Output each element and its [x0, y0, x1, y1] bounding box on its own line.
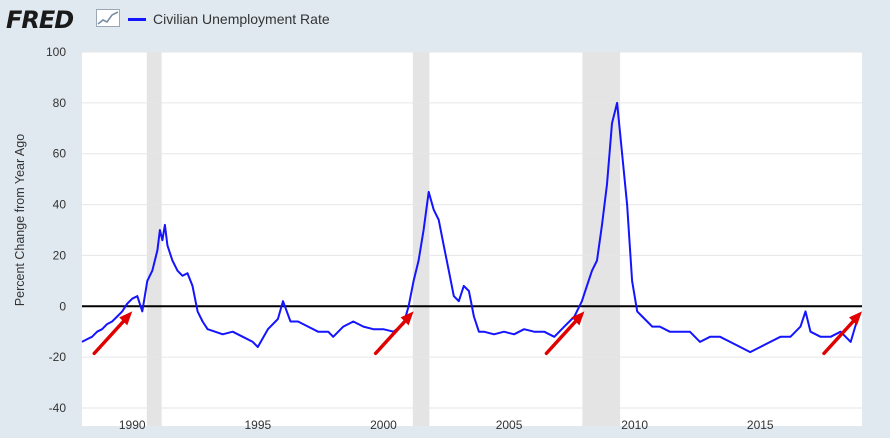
- arrow-shaft: [822, 317, 857, 356]
- x-tick-label: 2000: [370, 418, 397, 432]
- plot-area: [82, 52, 862, 426]
- red-arrow-annotation: [92, 311, 133, 356]
- y-axis-title: Percent Change from Year Ago: [13, 134, 27, 306]
- legend-label: Civilian Unemployment Rate: [153, 11, 330, 27]
- x-tick-label: 2010: [621, 418, 648, 432]
- recession-shading-group: [146, 52, 621, 426]
- annotation-arrows: [92, 311, 862, 356]
- arrow-head: [119, 311, 133, 326]
- x-axis-ticks: 1990 1995 2000 2005 2010 2015: [119, 418, 774, 432]
- recession-band: [146, 52, 162, 426]
- x-tick-label: 2005: [496, 418, 523, 432]
- y-axis-ticks: -40 -20 0 20 40 60 80 100: [46, 45, 66, 415]
- arrow-shaft: [92, 317, 127, 356]
- arrow-head: [400, 311, 414, 326]
- fred-logo-chart-icon: [96, 9, 120, 27]
- y-tick-label: 20: [53, 248, 67, 262]
- series-line-unemployment-rate: [81, 101, 860, 354]
- y-tick-label: 40: [53, 198, 67, 212]
- recession-band: [582, 52, 621, 426]
- y-tick-label: 0: [59, 299, 66, 313]
- y-tick-label: -40: [49, 401, 67, 415]
- red-arrow-annotation: [822, 311, 862, 356]
- arrow-shaft: [373, 317, 409, 356]
- x-tick-label: 2015: [747, 418, 774, 432]
- red-arrow-annotation: [373, 311, 414, 356]
- x-tick-label: 1995: [244, 418, 271, 432]
- y-tick-label: 60: [53, 147, 67, 161]
- y-tick-label: 80: [53, 96, 67, 110]
- y-tick-label: -20: [49, 350, 67, 364]
- x-tick-label: 1990: [119, 418, 146, 432]
- chart-legend: Civilian Unemployment Rate: [128, 11, 330, 27]
- arrow-shaft: [544, 317, 580, 356]
- chart-header: FRED Civilian Unemployment Rate: [0, 0, 890, 40]
- fred-logo[interactable]: FRED: [6, 6, 74, 34]
- arrow-head: [571, 311, 585, 326]
- y-tick-label: 100: [46, 45, 66, 59]
- red-arrow-annotation: [544, 311, 585, 356]
- legend-swatch: [128, 17, 146, 21]
- arrow-head: [849, 311, 862, 326]
